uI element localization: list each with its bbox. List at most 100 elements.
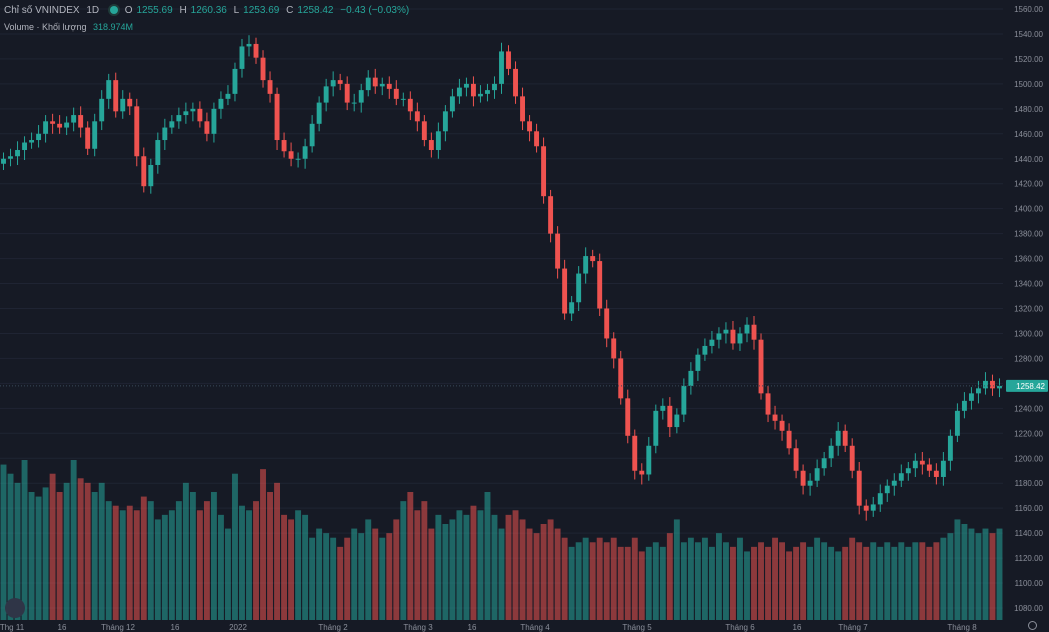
- volume-bar: [189, 492, 196, 620]
- volume-bar: [786, 551, 793, 620]
- candle-body: [127, 98, 133, 107]
- candle-body: [302, 146, 308, 159]
- volume-bar: [554, 528, 561, 620]
- volume-bar: [701, 537, 708, 620]
- candle-body: [260, 57, 266, 81]
- volume-bar: [126, 505, 133, 620]
- volume-bar: [28, 492, 35, 620]
- candle-body: [779, 420, 785, 431]
- candle-body: [926, 464, 932, 471]
- candle-body: [393, 88, 399, 99]
- price-tick-label: 1400.00: [1014, 205, 1043, 214]
- price-axis[interactable]: 1080.00 1100.00 1120.00 1140.00 1160.00 1180.…: [0, 5, 1048, 613]
- candle-body: [281, 140, 287, 152]
- volume-label[interactable]: Volume · Khối lượng: [4, 22, 87, 32]
- price-tick-label: 1160.00: [1015, 504, 1044, 513]
- time-tick-label: 16: [58, 623, 67, 632]
- candle-body: [414, 111, 420, 122]
- interval-label[interactable]: 1D: [86, 5, 100, 16]
- volume-bar: [267, 492, 273, 620]
- close-label: C: [286, 5, 294, 16]
- volume-bar: [225, 528, 231, 620]
- candle-body: [954, 410, 960, 436]
- candle-body: [421, 121, 427, 141]
- price-tick-label: 1280.00: [1014, 354, 1043, 363]
- volume-bars: [0, 460, 1003, 620]
- candle-body: [947, 435, 953, 461]
- candle-body: [555, 233, 561, 269]
- volume-bar: [505, 514, 512, 620]
- volume-bar: [870, 542, 877, 620]
- volume-bar: [807, 546, 814, 620]
- candle-body: [43, 121, 49, 134]
- volume-bar: [344, 537, 351, 620]
- volume-bar: [358, 533, 365, 620]
- volume-bar: [589, 542, 596, 620]
- candle-body: [344, 83, 350, 103]
- volume-bar: [63, 482, 70, 620]
- volume-bar: [723, 542, 729, 620]
- volume-bar: [814, 537, 821, 620]
- volume-bar: [498, 528, 505, 620]
- volume-bar: [561, 537, 568, 620]
- volume-bar: [666, 533, 673, 620]
- volume-bar: [435, 514, 442, 620]
- volume-bar: [842, 546, 849, 620]
- volume-bar: [856, 542, 863, 620]
- volume-bar: [14, 482, 21, 620]
- price-tick-label: 1420.00: [1014, 180, 1043, 189]
- volume-bar: [891, 546, 898, 620]
- candle-body: [667, 405, 673, 428]
- low-label: L: [233, 5, 240, 16]
- candle-body: [695, 354, 701, 371]
- candle-body: [197, 108, 203, 122]
- volume-bar: [98, 482, 105, 620]
- candle-body: [730, 329, 736, 344]
- volume-bar: [821, 542, 828, 620]
- volume-bar: [386, 533, 393, 620]
- volume-bar: [274, 482, 280, 620]
- symbol-name[interactable]: Chỉ số VNINDEX: [4, 5, 80, 16]
- price-tick-label: 1340.00: [1014, 280, 1043, 289]
- candle-body: [975, 388, 981, 394]
- volume-bar: [659, 546, 666, 620]
- volume-bar: [961, 524, 968, 620]
- volume-bar: [168, 510, 175, 620]
- candle-body: [541, 146, 547, 197]
- settings-icon[interactable]: [1028, 621, 1037, 630]
- candle-body: [218, 98, 224, 109]
- candle-body: [961, 400, 967, 411]
- volume-bar: [933, 542, 940, 620]
- volume-bar: [330, 537, 337, 620]
- volume-bar: [575, 542, 582, 620]
- volume-bar: [919, 542, 926, 620]
- volume-bar: [288, 519, 295, 620]
- candle-body: [386, 83, 392, 89]
- volume-bar: [730, 546, 736, 620]
- volume-bar: [70, 460, 77, 620]
- volume-bar: [610, 537, 617, 620]
- candle-body: [148, 164, 154, 187]
- tradingview-logo-icon[interactable]: [5, 598, 25, 618]
- time-tick-label: 16: [171, 623, 180, 632]
- candle-body: [625, 398, 631, 436]
- time-axis[interactable]: Thg 11 16 Tháng 12 16 2022 Tháng 2 Tháng 3 16 Th…: [0, 623, 977, 632]
- candles: [1, 35, 1002, 521]
- candle-body: [134, 106, 140, 157]
- volume-bar: [203, 501, 210, 620]
- candle-body: [807, 480, 813, 486]
- candle-body: [590, 256, 596, 262]
- candle-body: [463, 83, 469, 88]
- open-label: O: [124, 5, 133, 16]
- candle-body: [478, 93, 483, 97]
- market-status-icon: [109, 6, 118, 15]
- candle-body: [253, 43, 259, 58]
- volume-bar: [281, 514, 288, 620]
- volume-bar: [603, 542, 610, 620]
- time-tick-label: 2022: [229, 623, 247, 632]
- volume-bar: [715, 533, 722, 620]
- candle-body: [295, 158, 301, 160]
- candle-body: [997, 385, 1002, 389]
